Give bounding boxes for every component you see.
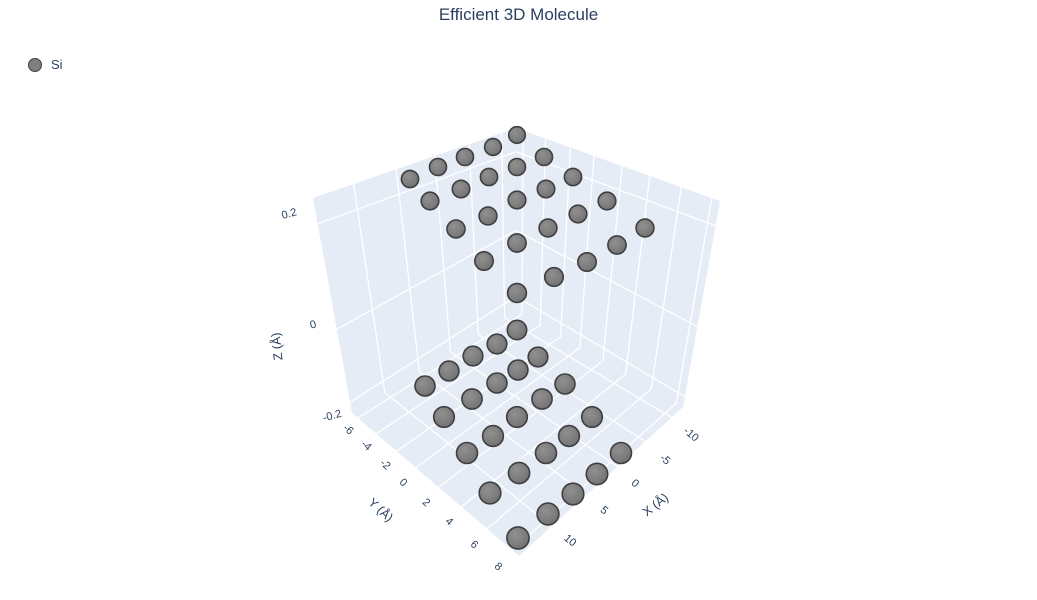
atom-marker-si[interactable] xyxy=(507,125,527,145)
atom-marker-si[interactable] xyxy=(428,157,448,177)
y-tick-label: 6 xyxy=(468,538,481,551)
atom-marker-si[interactable] xyxy=(451,179,471,199)
atom-marker-si[interactable] xyxy=(400,169,420,189)
atom-marker-si[interactable] xyxy=(534,441,558,465)
legend-marker-icon xyxy=(28,57,42,72)
y-tick-label: -6 xyxy=(340,422,355,437)
atom-marker-si[interactable] xyxy=(479,167,499,187)
atom-marker-si[interactable] xyxy=(536,502,560,526)
right-wall xyxy=(516,128,720,407)
atom-marker-si[interactable] xyxy=(506,526,530,550)
x-tick-label: 0 xyxy=(629,477,641,490)
x-axis-title: X (Å) xyxy=(639,490,671,519)
atom-marker-si[interactable] xyxy=(527,346,549,368)
z-tick-label: 0.2 xyxy=(280,206,298,222)
atom-marker-si[interactable] xyxy=(446,219,466,239)
x-tick-label: -5 xyxy=(657,452,672,467)
legend-label: Si xyxy=(51,57,63,72)
atom-marker-si[interactable] xyxy=(585,462,609,486)
atom-marker-si[interactable] xyxy=(481,424,505,448)
atom-marker-si[interactable] xyxy=(507,233,527,253)
atom-marker-si[interactable] xyxy=(506,319,528,341)
y-tick-label: 4 xyxy=(443,515,456,528)
atom-marker-si[interactable] xyxy=(538,218,558,238)
y-tick-label: 8 xyxy=(492,560,505,573)
left-wall xyxy=(313,128,516,413)
y-axis-title: Y (Å) xyxy=(365,495,396,525)
y-tick-label: -4 xyxy=(358,438,373,453)
atom-marker-si[interactable] xyxy=(609,441,633,465)
cube-walls xyxy=(313,128,720,556)
atom-marker-si[interactable] xyxy=(432,405,456,429)
atom-marker-si[interactable] xyxy=(455,147,475,167)
atom-marker-si[interactable] xyxy=(414,375,436,397)
atom-marker-si[interactable] xyxy=(561,482,585,506)
atom-marker-si[interactable] xyxy=(486,333,508,355)
atom-marker-si[interactable] xyxy=(478,206,498,226)
atoms-group-si xyxy=(400,125,655,550)
atom-marker-si[interactable] xyxy=(462,345,484,367)
atom-marker-si[interactable] xyxy=(507,157,527,177)
x-tick-label: -10 xyxy=(681,425,701,444)
atom-marker-si[interactable] xyxy=(486,372,508,394)
atom-marker-si[interactable] xyxy=(576,252,597,273)
atom-marker-si[interactable] xyxy=(536,179,556,199)
atom-marker-si[interactable] xyxy=(557,424,581,448)
atom-marker-si[interactable] xyxy=(554,373,576,395)
atom-marker-si[interactable] xyxy=(505,405,529,429)
z-tick-label: 0 xyxy=(309,319,318,332)
x-tick-label: 10 xyxy=(561,532,578,549)
z-tick-label: -0.2 xyxy=(322,408,343,425)
x-tick-label: 5 xyxy=(598,504,610,517)
floor xyxy=(352,311,683,556)
atom-marker-si[interactable] xyxy=(478,481,502,505)
atom-marker-si[interactable] xyxy=(483,137,503,157)
atom-marker-si[interactable] xyxy=(580,405,604,429)
atom-marker-si[interactable] xyxy=(461,388,483,410)
atom-marker-si[interactable] xyxy=(507,190,527,210)
y-tick-label: -2 xyxy=(377,457,392,472)
legend-item-si[interactable]: Si xyxy=(28,57,63,72)
y-tick-label: 2 xyxy=(420,496,433,509)
atom-marker-si[interactable] xyxy=(473,251,494,272)
atom-marker-si[interactable] xyxy=(635,218,655,238)
atom-marker-si[interactable] xyxy=(543,266,565,288)
atom-marker-si[interactable] xyxy=(455,441,479,465)
atom-marker-si[interactable] xyxy=(438,360,460,382)
atom-marker-si[interactable] xyxy=(563,167,583,187)
atom-marker-si[interactable] xyxy=(506,282,528,304)
atom-marker-si[interactable] xyxy=(568,204,588,224)
atom-marker-si[interactable] xyxy=(531,388,553,410)
chart-title: Efficient 3D Molecule xyxy=(438,5,599,24)
atom-marker-si[interactable] xyxy=(507,461,531,485)
atom-marker-si[interactable] xyxy=(597,191,617,211)
atom-marker-si[interactable] xyxy=(420,191,440,211)
y-tick-label: 0 xyxy=(397,476,410,489)
atom-marker-si[interactable] xyxy=(534,147,554,167)
atom-marker-si[interactable] xyxy=(607,235,627,255)
z-axis-title: Z (Å) xyxy=(268,332,286,361)
atom-marker-si[interactable] xyxy=(507,359,529,381)
